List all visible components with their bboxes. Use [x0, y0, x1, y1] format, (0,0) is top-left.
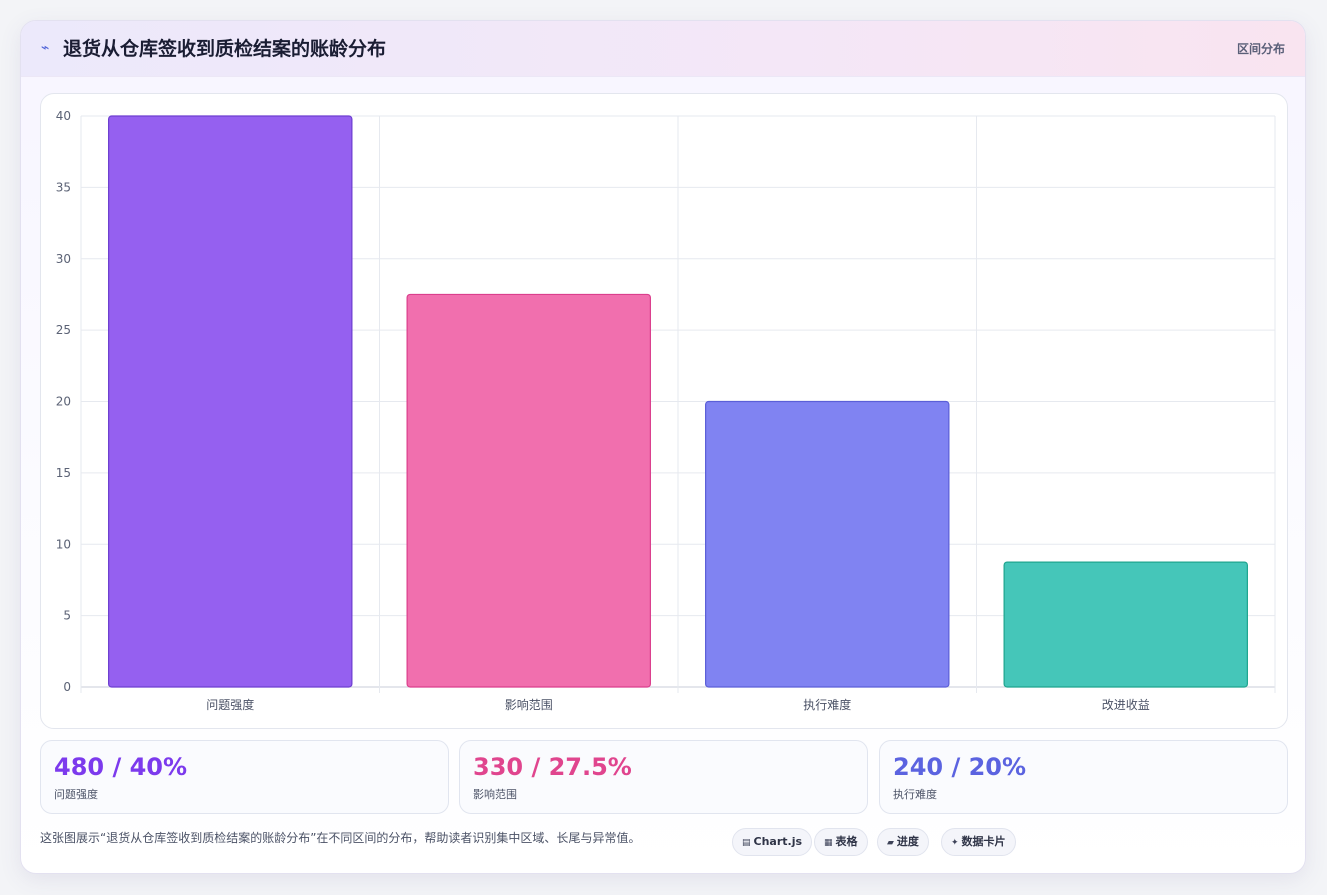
stat-card-2: 330 / 27.5% 影响范围	[459, 740, 868, 814]
y-tick-label: 30	[56, 252, 71, 266]
stat-label: 影响范围	[473, 788, 517, 801]
stat-label: 问题强度	[54, 788, 98, 801]
chart-area: 0 5 10 15 20 25 30 35 40 问题强度 影响范围 执行难度 改进收益	[40, 93, 1288, 729]
lightning-icon: ⌁	[41, 40, 50, 56]
stat-value: 480 / 40%	[54, 753, 188, 781]
stat-value: 240 / 20%	[893, 753, 1027, 781]
progress-icon: ▰	[887, 838, 894, 848]
bar-chart: 0 5 10 15 20 25 30 35 40 问题强度 影响范围 执行难度 改进收益	[56, 109, 1276, 712]
chart-card: ⌁ 退货从仓库签收到质检结案的账龄分布 区间分布 0 5 10 15 20 25 30 35 4…	[20, 20, 1306, 874]
bar	[108, 115, 353, 688]
sparkle-icon: ✦	[951, 838, 959, 848]
chip-label: 表格	[835, 835, 858, 848]
y-tick-label: 20	[56, 395, 71, 409]
bar	[406, 293, 651, 688]
chip-label: Chart.js	[753, 835, 803, 848]
bar	[1003, 561, 1248, 688]
x-tick-label: 问题强度	[206, 697, 254, 712]
y-tick-label: 40	[56, 109, 71, 123]
chip-label: 数据卡片	[961, 835, 1006, 848]
bar	[705, 400, 950, 688]
chip-chartjs[interactable]: ▤ Chart.js	[732, 828, 813, 856]
stat-card-1: 480 / 40% 问题强度	[40, 740, 449, 814]
card-header: ⌁ 退货从仓库签收到质检结案的账龄分布 区间分布	[21, 21, 1305, 77]
chart-type-tag: 区间分布	[1236, 42, 1285, 56]
chart-icon: ▤	[742, 838, 751, 848]
y-tick-label: 10	[56, 537, 71, 551]
x-tick-label: 改进收益	[1102, 698, 1150, 712]
y-tick-label: 0	[63, 680, 71, 694]
chip-table[interactable]: ▦ 表格	[814, 828, 868, 856]
chip-progress[interactable]: ▰ 进度	[877, 828, 929, 856]
y-tick-label: 35	[56, 180, 71, 194]
y-tick-label: 25	[56, 323, 71, 337]
stat-label: 执行难度	[893, 788, 937, 801]
chart-title: 退货从仓库签收到质检结案的账龄分布	[63, 38, 387, 60]
chip-data-card[interactable]: ✦ 数据卡片	[941, 828, 1016, 856]
y-tick-label: 15	[56, 466, 71, 480]
y-tick-label: 5	[63, 609, 71, 623]
x-tick-label: 执行难度	[803, 697, 851, 712]
chip-label: 进度	[896, 835, 919, 848]
table-icon: ▦	[824, 838, 833, 848]
chart-description: 这张图展示“退货从仓库签收到质检结案的账龄分布”在不同区间的分布，帮助读者识别集…	[40, 831, 641, 845]
x-tick-label: 影响范围	[505, 697, 553, 712]
stat-value: 330 / 27.5%	[473, 753, 632, 781]
stat-card-3: 240 / 20% 执行难度	[879, 740, 1288, 814]
